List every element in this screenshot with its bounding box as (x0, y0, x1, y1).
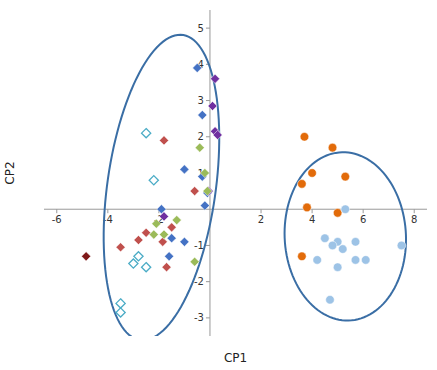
point (134, 235, 143, 244)
point (341, 205, 350, 214)
y-tick (206, 281, 210, 282)
series (116, 136, 199, 272)
point (116, 299, 125, 308)
point (180, 165, 189, 174)
point (298, 180, 307, 189)
x-tick-label: -6 (52, 214, 62, 225)
point (333, 263, 342, 272)
series (82, 252, 91, 261)
y-tick (206, 245, 210, 246)
series (116, 129, 158, 317)
x-tick-label: 4 (309, 214, 315, 225)
point (180, 237, 189, 246)
point (321, 234, 330, 243)
point (300, 132, 309, 141)
series (159, 74, 222, 221)
point (313, 256, 322, 265)
point (190, 257, 199, 266)
point (397, 241, 406, 250)
point (361, 256, 370, 265)
point (328, 241, 337, 250)
point (167, 223, 176, 232)
point (142, 129, 151, 138)
point (208, 101, 217, 110)
ellipse (104, 35, 220, 336)
point (298, 252, 307, 261)
point (116, 308, 125, 317)
point (162, 263, 171, 272)
series (298, 132, 350, 260)
point (159, 230, 168, 239)
point (303, 203, 312, 212)
y-tick-label: -1 (194, 240, 204, 251)
point (159, 212, 168, 221)
point (134, 252, 143, 261)
y-tick (206, 100, 210, 101)
point (193, 63, 202, 72)
point (149, 176, 158, 185)
point (142, 228, 151, 237)
x-tick (363, 209, 364, 213)
y-axis-label: CP2 (3, 161, 17, 184)
point (351, 238, 360, 247)
point (129, 259, 138, 268)
x-tick-label: 8 (411, 214, 417, 225)
series (157, 63, 212, 261)
y-tick-label: 2 (198, 131, 204, 142)
point (116, 243, 125, 252)
series (313, 205, 406, 304)
x-axis-line (44, 209, 427, 210)
point (338, 245, 347, 254)
plot-area (82, 35, 406, 336)
point (82, 252, 91, 261)
point (190, 187, 199, 196)
x-tick (261, 209, 262, 213)
point (142, 263, 151, 272)
x-tick (56, 209, 57, 213)
point (200, 201, 209, 210)
x-tick (414, 209, 415, 213)
y-tick-label: 5 (198, 23, 204, 34)
x-tick-label: 6 (360, 214, 366, 225)
y-tick (206, 28, 210, 29)
y-tick (206, 317, 210, 318)
point (200, 168, 209, 177)
point (152, 219, 161, 228)
axes: -6-4-22468-3-2-112345 (44, 10, 427, 336)
point (172, 215, 181, 224)
y-tick (206, 136, 210, 137)
point (158, 237, 167, 246)
y-tick-label: 3 (198, 95, 204, 106)
chart: -6-4-22468-3-2-112345CP1CP2 (0, 0, 437, 370)
point (195, 143, 204, 152)
point (165, 252, 174, 261)
point (159, 136, 168, 145)
ellipse (285, 152, 406, 320)
x-tick (107, 209, 108, 213)
point (308, 169, 317, 178)
point (326, 295, 335, 304)
point (328, 143, 337, 152)
point (149, 230, 158, 239)
series (149, 143, 212, 266)
y-tick-label: -3 (194, 312, 204, 323)
x-axis-label: CP1 (224, 351, 247, 365)
point (351, 256, 360, 265)
x-tick-label: 2 (258, 214, 264, 225)
point (198, 110, 207, 119)
point (213, 130, 222, 139)
point (203, 187, 212, 196)
point (333, 209, 342, 218)
x-tick (312, 209, 313, 213)
point (210, 74, 219, 83)
point (341, 172, 350, 181)
